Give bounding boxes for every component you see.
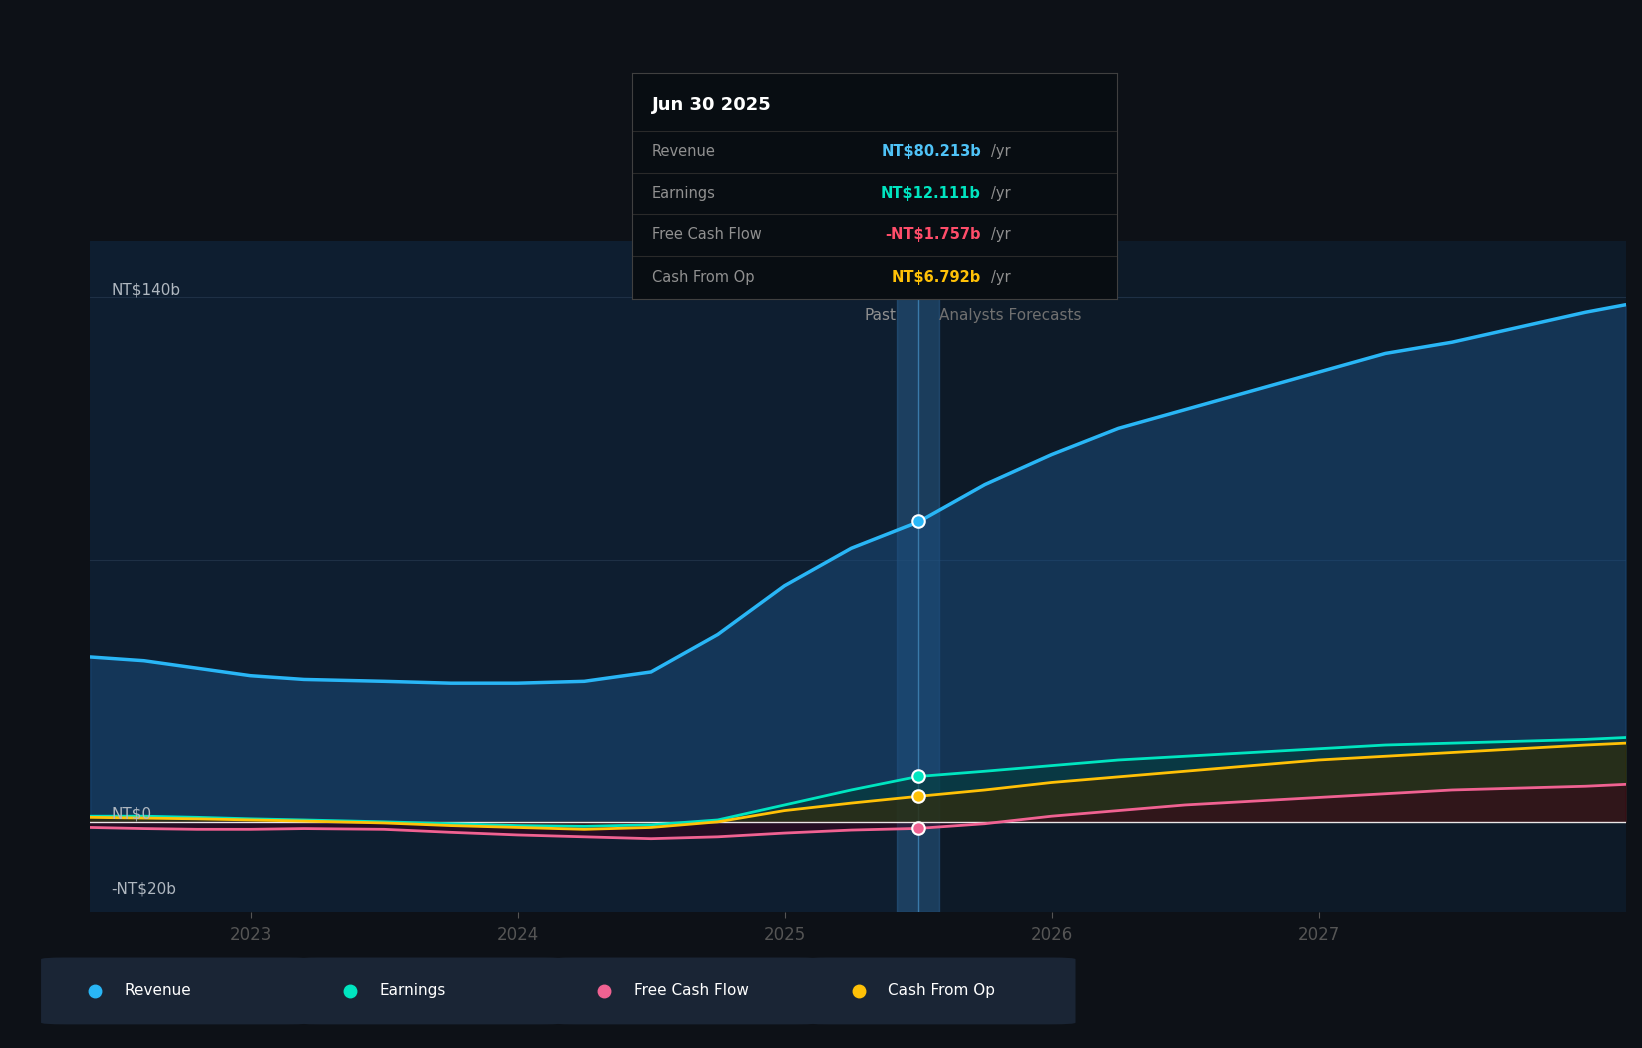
- Text: NT$80.213b: NT$80.213b: [882, 144, 980, 158]
- Text: -NT$20b: -NT$20b: [112, 881, 177, 897]
- FancyBboxPatch shape: [550, 958, 821, 1024]
- Text: Free Cash Flow: Free Cash Flow: [652, 227, 762, 242]
- FancyBboxPatch shape: [41, 958, 312, 1024]
- Text: NT$12.111b: NT$12.111b: [882, 185, 980, 201]
- Text: Cash From Op: Cash From Op: [652, 269, 754, 285]
- Text: Free Cash Flow: Free Cash Flow: [634, 983, 749, 999]
- Text: /yr: /yr: [990, 144, 1010, 158]
- Text: Past: Past: [865, 308, 897, 323]
- Bar: [897, 241, 939, 912]
- Text: Earnings: Earnings: [379, 983, 445, 999]
- Text: Revenue: Revenue: [125, 983, 192, 999]
- Bar: [918, 241, 1626, 912]
- Text: Revenue: Revenue: [652, 144, 716, 158]
- Text: -NT$1.757b: -NT$1.757b: [885, 227, 980, 242]
- FancyBboxPatch shape: [805, 958, 1076, 1024]
- Text: /yr: /yr: [990, 185, 1010, 201]
- Text: Cash From Op: Cash From Op: [888, 983, 995, 999]
- Text: NT$140b: NT$140b: [112, 282, 181, 298]
- Text: /yr: /yr: [990, 227, 1010, 242]
- Text: /yr: /yr: [990, 269, 1010, 285]
- Bar: [90, 241, 918, 912]
- FancyBboxPatch shape: [296, 958, 566, 1024]
- Text: Jun 30 2025: Jun 30 2025: [652, 96, 772, 114]
- Text: Earnings: Earnings: [652, 185, 716, 201]
- Text: NT$6.792b: NT$6.792b: [892, 269, 980, 285]
- Text: NT$0: NT$0: [112, 807, 151, 822]
- Text: Analysts Forecasts: Analysts Forecasts: [939, 308, 1082, 323]
